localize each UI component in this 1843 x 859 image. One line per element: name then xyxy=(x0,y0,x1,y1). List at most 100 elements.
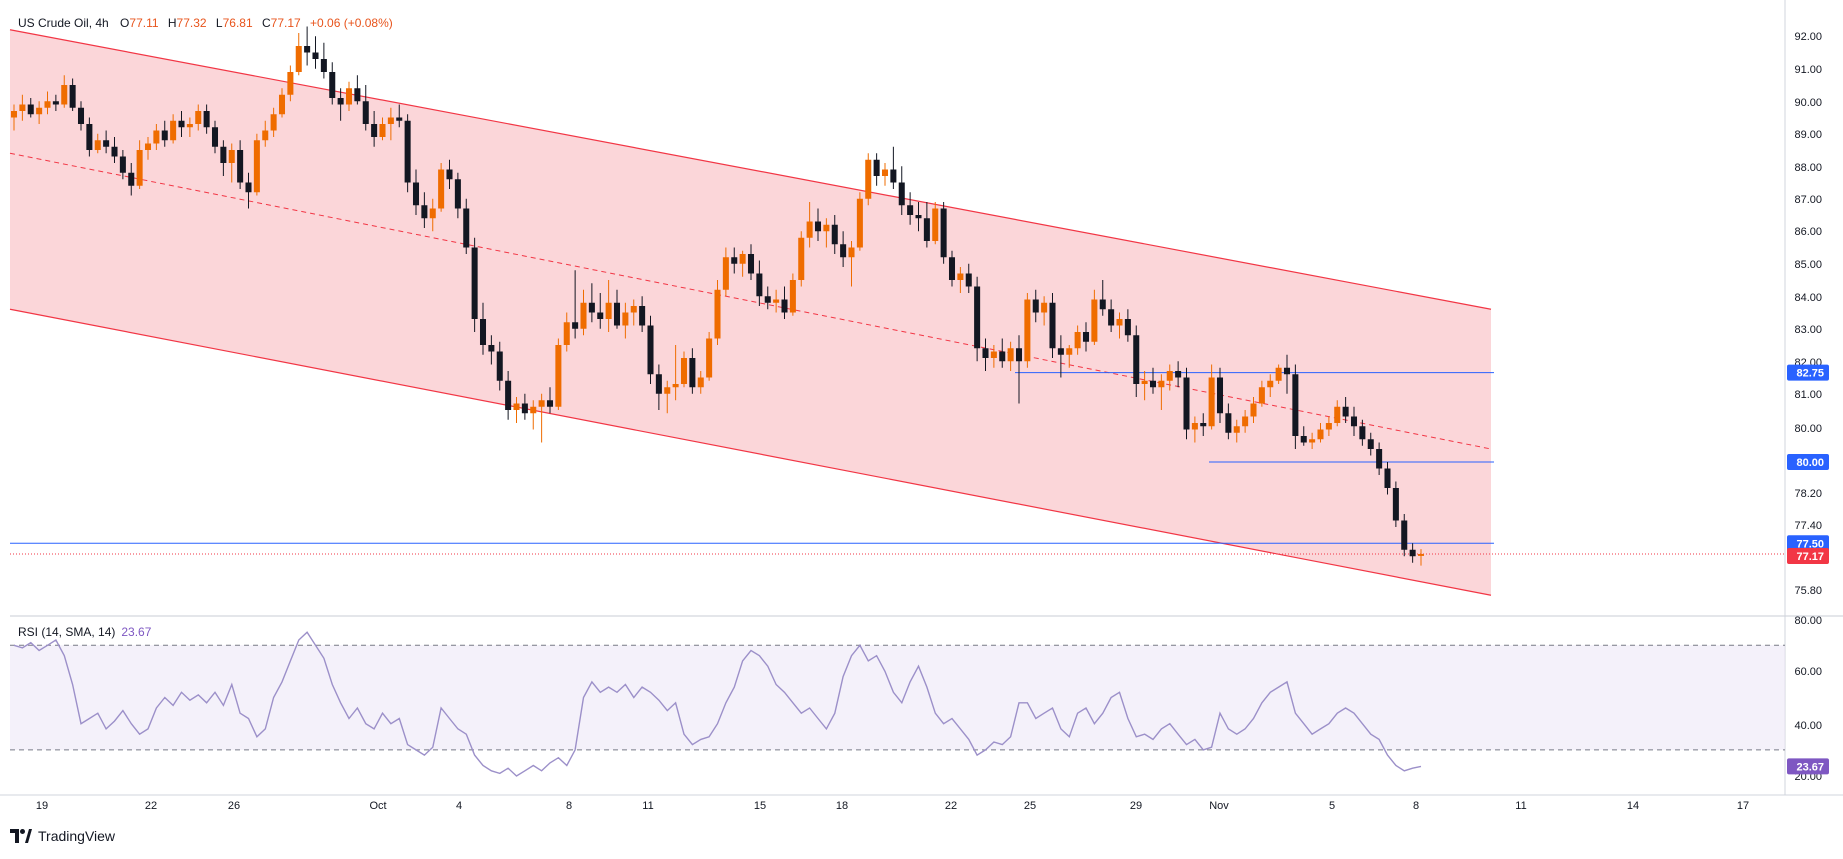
candle xyxy=(923,202,930,248)
candle-body xyxy=(898,182,905,206)
level-badge-80.00-text: 80.00 xyxy=(1796,457,1824,469)
candle-body xyxy=(990,351,997,358)
candle xyxy=(304,26,311,66)
price-tick-label: 86.00 xyxy=(1794,226,1822,238)
price-tick-label: 85.00 xyxy=(1794,259,1822,271)
candle-body xyxy=(345,88,353,105)
candle-body xyxy=(1376,449,1383,469)
candle xyxy=(1024,293,1031,368)
candle xyxy=(1342,397,1349,423)
candle xyxy=(555,338,562,410)
close-label: C xyxy=(261,16,271,30)
candle xyxy=(61,75,68,108)
candle xyxy=(1225,403,1232,440)
candle xyxy=(1175,361,1182,388)
candle xyxy=(530,400,537,430)
candle-body xyxy=(337,98,344,105)
candle-body xyxy=(806,221,813,238)
candle xyxy=(647,315,654,384)
candle xyxy=(622,302,629,339)
candle xyxy=(446,159,453,189)
candle-body xyxy=(923,218,930,241)
candle-body xyxy=(689,358,696,388)
candle-body xyxy=(940,208,947,258)
candle-body xyxy=(1082,332,1090,342)
candle-body xyxy=(1267,380,1274,388)
candle xyxy=(1041,296,1048,326)
candle xyxy=(1015,335,1023,404)
level-badge-82.75-bg xyxy=(1787,364,1829,381)
candle xyxy=(932,202,939,245)
candle-body xyxy=(1200,423,1207,427)
candle-body xyxy=(1158,380,1165,388)
time-tick-label: 11 xyxy=(1515,800,1526,812)
candle xyxy=(354,75,361,105)
candle-body xyxy=(873,159,880,176)
candle-body xyxy=(814,221,822,232)
candle-body xyxy=(61,85,68,105)
time-tick-label: 14 xyxy=(1627,800,1639,812)
time-tick-label: 25 xyxy=(1024,800,1036,812)
candle xyxy=(128,163,135,196)
candle-body xyxy=(488,345,495,352)
candle-body xyxy=(890,169,897,183)
candle-body xyxy=(1409,549,1416,557)
candle-body xyxy=(304,46,311,53)
candle xyxy=(195,104,202,131)
candle xyxy=(1099,280,1106,316)
price-tick-label: 92.00 xyxy=(1794,31,1822,43)
candle xyxy=(1007,341,1014,371)
candle xyxy=(329,62,336,105)
candle xyxy=(613,289,621,329)
candle-body xyxy=(278,94,286,115)
candle-body xyxy=(36,107,43,115)
candle-body xyxy=(714,289,721,339)
level-badge-77.50-text: 77.50 xyxy=(1796,538,1824,550)
candle xyxy=(1082,322,1090,352)
candle-body xyxy=(530,406,537,414)
candle-body xyxy=(203,111,210,128)
candle xyxy=(1057,335,1064,378)
candle xyxy=(1091,289,1098,345)
regression-channel xyxy=(9,29,1492,596)
candle xyxy=(119,150,126,180)
candle-body xyxy=(1283,367,1291,375)
candle xyxy=(588,283,595,323)
candle-body xyxy=(764,296,771,303)
candle-body xyxy=(421,205,428,219)
candle xyxy=(479,302,487,355)
level-badge-77.50-bg xyxy=(1787,535,1829,552)
candle xyxy=(1208,364,1215,430)
candle-body xyxy=(329,72,336,98)
candles xyxy=(10,26,1425,566)
price-tick-label: 91.00 xyxy=(1794,64,1822,76)
candle xyxy=(898,166,905,215)
candle xyxy=(488,335,495,365)
candle-body xyxy=(463,208,470,248)
candle xyxy=(1233,419,1240,443)
change-value: +0.06 (+0.08%) xyxy=(310,16,393,30)
time-tick-label: 8 xyxy=(1413,800,1419,812)
candle-body xyxy=(19,104,26,111)
rsi-value: 23.67 xyxy=(121,625,152,639)
candle xyxy=(706,332,713,381)
candle-body xyxy=(237,150,244,183)
candle-body xyxy=(1300,436,1307,443)
rsi-line xyxy=(13,631,1422,777)
candle-body xyxy=(1350,416,1358,427)
candle-body xyxy=(1417,553,1425,556)
candle xyxy=(1116,312,1123,339)
candle-body xyxy=(881,169,889,176)
candle xyxy=(1267,374,1274,397)
candle xyxy=(1283,354,1291,394)
candle xyxy=(521,393,528,420)
price-tick-label: 81.00 xyxy=(1794,389,1822,401)
candle xyxy=(1242,410,1249,433)
candle xyxy=(722,247,729,297)
last-price-badge-text: 77.17 xyxy=(1796,551,1824,563)
candle-body xyxy=(999,351,1006,362)
tradingview-logo-icon xyxy=(10,829,32,843)
last-price-badge-bg xyxy=(1787,547,1829,564)
brand[interactable]: TradingView xyxy=(10,828,115,844)
